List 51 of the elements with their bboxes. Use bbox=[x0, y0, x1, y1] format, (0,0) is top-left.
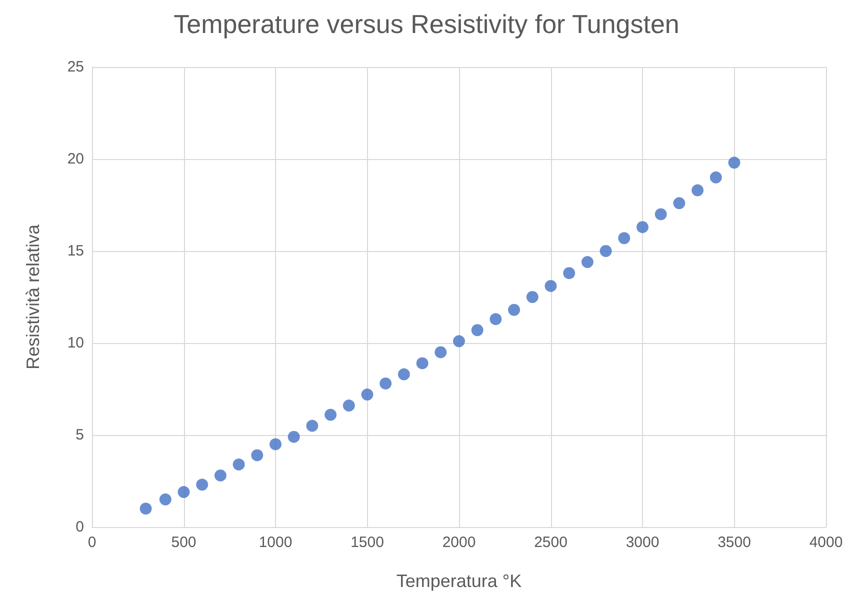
point bbox=[232, 458, 245, 470]
point bbox=[288, 430, 300, 443]
x-tick-label: 3500 bbox=[718, 534, 751, 551]
point bbox=[728, 156, 740, 169]
point bbox=[196, 478, 208, 491]
point bbox=[434, 346, 447, 358]
point bbox=[600, 245, 612, 257]
chart-title: Temperature versus Resistivity for Tungsten bbox=[174, 9, 680, 39]
point bbox=[471, 324, 484, 336]
point bbox=[251, 449, 264, 462]
point bbox=[140, 502, 152, 515]
point bbox=[508, 304, 520, 316]
point bbox=[581, 256, 594, 268]
point bbox=[563, 267, 576, 280]
point bbox=[673, 197, 686, 210]
point bbox=[270, 438, 282, 450]
point bbox=[159, 493, 172, 506]
x-tick-label: 0 bbox=[88, 534, 96, 551]
point bbox=[214, 469, 226, 482]
x-tick-label: 500 bbox=[171, 534, 196, 551]
x-tick-label: 3000 bbox=[626, 534, 660, 551]
y-tick-label: 5 bbox=[76, 426, 84, 444]
point bbox=[324, 408, 337, 421]
point bbox=[416, 357, 428, 370]
point bbox=[526, 291, 538, 303]
y-tick-label: 15 bbox=[67, 242, 84, 260]
x-tick-label: 1500 bbox=[350, 534, 384, 551]
point bbox=[178, 486, 190, 498]
point bbox=[398, 368, 410, 380]
point bbox=[636, 221, 648, 234]
point bbox=[692, 184, 704, 196]
y-tick-label: 25 bbox=[67, 58, 84, 76]
point bbox=[490, 313, 502, 326]
x-tick-label: 1000 bbox=[258, 534, 292, 551]
point bbox=[654, 208, 667, 220]
point bbox=[306, 420, 318, 432]
x-axis-title: Temperatura °K bbox=[396, 571, 522, 591]
x-tick-label: 2000 bbox=[442, 534, 476, 551]
point bbox=[342, 400, 355, 412]
point bbox=[710, 171, 722, 184]
x-tick-label: 4000 bbox=[809, 534, 843, 551]
y-tick-label: 20 bbox=[67, 150, 84, 168]
y-axis-title: Resistività relativa bbox=[23, 223, 43, 370]
x-tick-label: 2500 bbox=[534, 534, 568, 551]
y-tick-label: 10 bbox=[67, 334, 84, 352]
point bbox=[618, 232, 630, 244]
y-tick-label: 0 bbox=[76, 518, 84, 536]
point bbox=[361, 388, 374, 401]
point bbox=[380, 377, 392, 390]
point bbox=[544, 280, 557, 292]
point bbox=[453, 335, 465, 348]
